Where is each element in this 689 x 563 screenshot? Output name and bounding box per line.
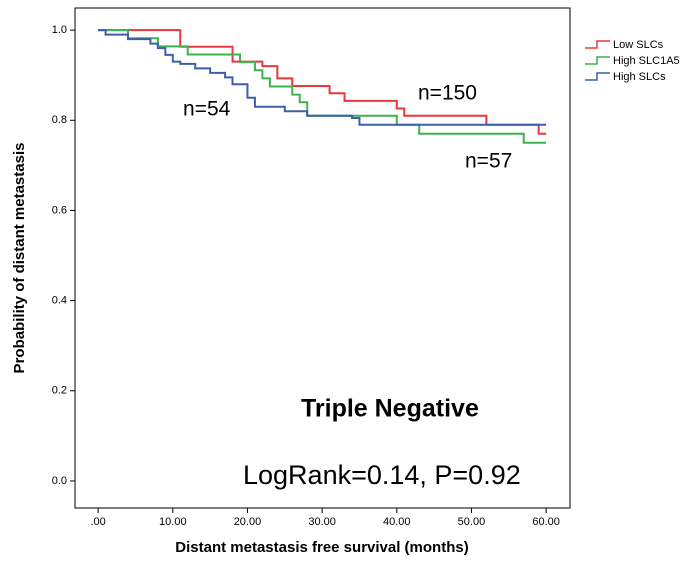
annotation: n=54	[183, 98, 231, 121]
legend-swatch	[585, 72, 610, 81]
x-tick-label: 50.00	[458, 516, 486, 528]
y-tick-label: 0.8	[52, 114, 67, 126]
y-axis-title: Probability of distant metastasis	[11, 143, 28, 374]
x-tick-label: 10.00	[159, 516, 187, 528]
y-tick-label: 0.2	[52, 385, 67, 397]
x-tick-label: 20.00	[234, 516, 262, 528]
chart-subtitle: Triple Negative	[301, 395, 479, 423]
annotation: n=150	[418, 82, 477, 105]
legend-swatch	[585, 56, 610, 65]
legend-label: High SLC1A5	[613, 55, 680, 67]
x-tick-label: .00	[90, 516, 105, 528]
annotation: n=57	[465, 150, 512, 173]
legend-label: Low SLCs	[613, 39, 664, 51]
y-tick-label: 0.6	[52, 204, 67, 216]
survival-curve	[98, 29, 547, 126]
plot-frame	[74, 7, 571, 509]
y-tick-label: 0.4	[52, 295, 67, 307]
y-tick-label: 1.0	[52, 24, 67, 36]
x-tick-label: 30.00	[308, 516, 336, 528]
stat-annotation: LogRank=0.14, P=0.92	[243, 460, 521, 490]
x-tick-label: 60.00	[532, 516, 560, 528]
survival-curve	[98, 29, 547, 135]
y-tick-label: 0.0	[52, 475, 67, 487]
x-tick-label: 40.00	[383, 516, 411, 528]
x-axis-title: Distant metastasis free survival (months…	[175, 539, 468, 556]
legend-label: High SLCs	[613, 71, 666, 83]
legend-swatch	[585, 40, 610, 49]
